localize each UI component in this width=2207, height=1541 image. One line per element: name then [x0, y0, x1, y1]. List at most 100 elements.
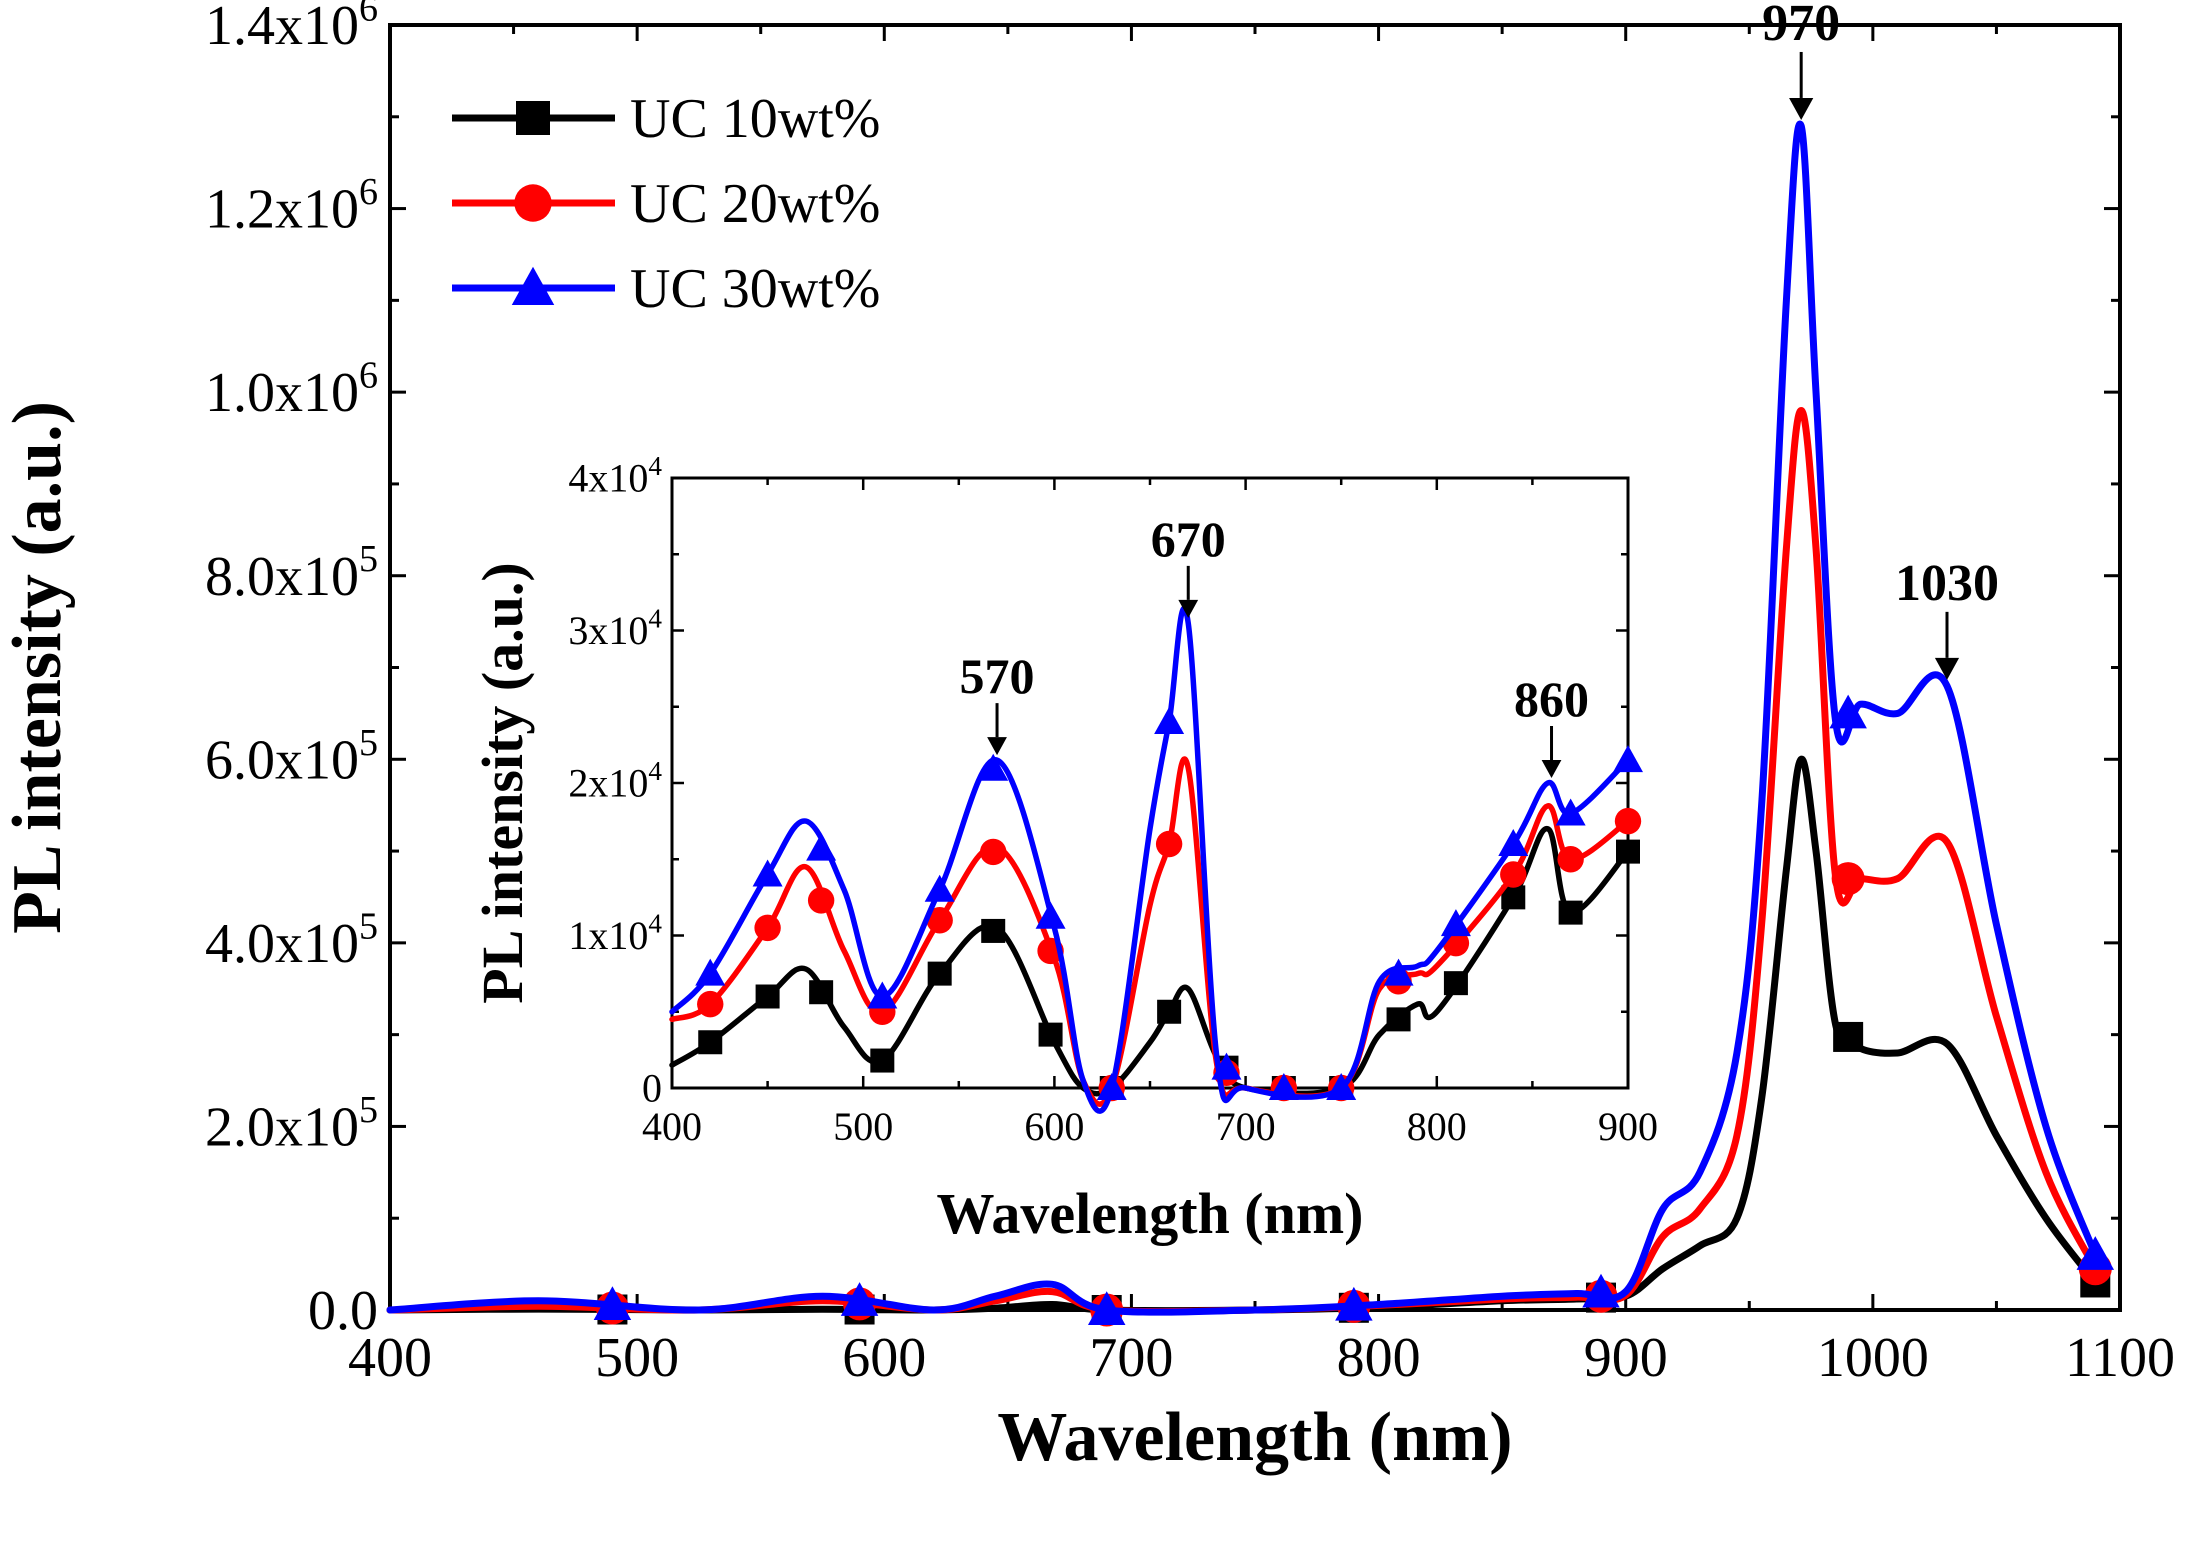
inset-data-point	[1498, 829, 1529, 856]
inset-xtick-label: 900	[1598, 1104, 1658, 1149]
inset-annotations: 570 670 860	[960, 511, 1589, 778]
inset-data-point	[695, 958, 726, 986]
main-data-point	[2076, 1236, 2115, 1270]
inset-xtick-label: 600	[1024, 1104, 1084, 1149]
inset-series-line	[669, 605, 1631, 1114]
main-data-point	[1335, 1286, 1373, 1321]
inset-data-point	[926, 907, 953, 934]
main-ytick-label: 2.0x105	[205, 1089, 378, 1159]
main-xtick-label: 1000	[1817, 1327, 1929, 1389]
main-ytick-label: 6.0x105	[205, 722, 378, 792]
inset-data-point	[1096, 1073, 1127, 1100]
inset-annotation-arrowhead	[1541, 760, 1562, 778]
inset-annotation-arrowhead	[987, 737, 1007, 756]
main-data-point	[1831, 862, 1865, 896]
main-series-group	[386, 120, 2115, 1327]
main-data-point	[1087, 1291, 1126, 1325]
main-annotation-arrowhead	[1934, 657, 1960, 680]
main-xtick-label: 500	[595, 1327, 679, 1389]
inset-data-point	[980, 838, 1007, 866]
inset-data-point	[752, 859, 783, 887]
inset-data-point	[1211, 1052, 1242, 1080]
main-xtick-label: 600	[842, 1327, 926, 1389]
inset-data-point	[1443, 971, 1468, 996]
inset-data-point	[1614, 807, 1642, 835]
inset-series-group	[669, 605, 1643, 1114]
inset-ytick-label: 1x104	[568, 908, 662, 958]
legend-label: UC 10wt%	[630, 88, 880, 150]
main-data-point	[1582, 1273, 1620, 1308]
main-xtick-label: 800	[1337, 1327, 1421, 1389]
inset-series	[669, 605, 1643, 1114]
inset-annotation-label: 670	[1151, 511, 1226, 567]
inset-axes: 400 500 600 700 800 900 0 1x104 2x104 3x104 4x104 W…	[470, 451, 1658, 1246]
main-xtick-label: 1100	[2065, 1327, 2175, 1389]
inset-data-point	[1500, 861, 1527, 888]
inset-data-point	[698, 1030, 723, 1055]
main-xtick-label: 900	[1584, 1327, 1668, 1389]
main-data-point	[1829, 694, 1867, 729]
inset-data-point	[1035, 901, 1066, 929]
inset-data-point	[807, 887, 835, 914]
inset-y-axis-title: PL intensity (a.u.)	[470, 562, 535, 1004]
legend-marker	[516, 101, 550, 135]
main-xtick-label: 700	[1089, 1327, 1173, 1389]
legend-label: UC 30wt%	[630, 258, 880, 320]
main-xtick-label: 400	[348, 1327, 432, 1389]
inset-data-point	[978, 753, 1009, 781]
inset-data-point	[754, 914, 781, 942]
main-x-axis-title: Wavelength (nm)	[997, 1399, 1512, 1476]
inset-annotation-label: 570	[960, 648, 1035, 704]
legend-marker	[511, 266, 555, 305]
inset-data-point	[1555, 798, 1586, 826]
inset-data-point	[1154, 707, 1185, 734]
main-ytick-label: 4.0x105	[205, 905, 378, 975]
inset-xtick-label: 400	[642, 1104, 702, 1149]
inset-data-point	[1616, 839, 1640, 864]
inset-data-point	[697, 990, 724, 1018]
main-ytick-label: 1.2x106	[205, 171, 378, 241]
inset-ytick-label: 2x104	[568, 756, 662, 806]
main-axes: 400 500 600 700 800 900 1000 1100 0.0 2.0x105 4.0x…	[0, 0, 2175, 1476]
inset-data-point	[1558, 900, 1583, 925]
main-annotation-arrowhead	[1789, 97, 1814, 120]
legend-marker	[514, 184, 552, 222]
inset-data-point	[806, 833, 837, 861]
inset-ytick-label: 3x104	[568, 603, 662, 653]
inset-data-point	[1386, 1007, 1411, 1032]
inset-data-point	[870, 1048, 895, 1073]
main-series	[386, 120, 2115, 1325]
inset-x-axis-title: Wavelength (nm)	[937, 1181, 1364, 1246]
inset-data-point	[1157, 999, 1182, 1024]
inset-data-point	[1268, 1073, 1299, 1100]
inset-xtick-label: 700	[1216, 1104, 1276, 1149]
inset-data-point	[924, 874, 955, 902]
main-annotations: 970 1030	[1762, 0, 1999, 680]
main-data-point	[840, 1282, 879, 1316]
inset-ytick-label: 4x104	[568, 451, 662, 501]
main-ytick-label: 1.4x106	[205, 0, 378, 57]
inset-data-point	[809, 980, 834, 1005]
main-ytick-label: 8.0x105	[205, 538, 378, 608]
inset-data-point	[1038, 1022, 1063, 1047]
main-ytick-label: 1.0x106	[205, 355, 378, 425]
inset-data-point	[755, 984, 780, 1009]
inset-data-point	[1557, 846, 1584, 873]
main-data-point	[1833, 1021, 1864, 1052]
inset-series-line	[669, 756, 1631, 1107]
inset-data-point	[1440, 909, 1471, 937]
main-ytick-label: 0.0	[308, 1280, 378, 1342]
inset-data-point	[1326, 1073, 1357, 1100]
inset-ytick-label: 0	[642, 1066, 662, 1111]
inset-data-point	[1155, 830, 1183, 858]
main-annotation-label: 1030	[1895, 555, 1999, 612]
inset-data-point	[1383, 958, 1414, 986]
main-annotation-label: 970	[1762, 0, 1840, 52]
main-series-line	[386, 120, 2099, 1316]
inset-xtick-label: 500	[833, 1104, 893, 1149]
inset-annotation-label: 860	[1514, 671, 1589, 727]
legend: UC 10wt% UC 20wt% UC 30wt%	[452, 88, 880, 320]
inset-data-point	[1613, 745, 1643, 773]
